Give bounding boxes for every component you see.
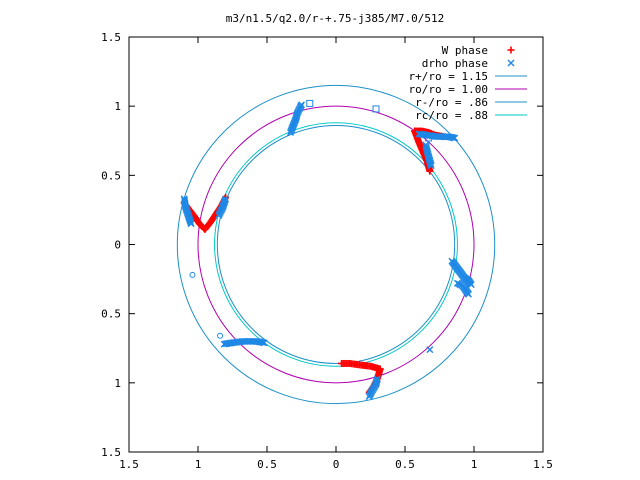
drho-phase-point-b: [451, 134, 459, 142]
drho-phase-point-b: [260, 339, 268, 347]
x-tick-label: 1.5: [533, 458, 553, 471]
reference-circle-rcro: [214, 122, 458, 367]
drho-phase-point: [260, 339, 268, 347]
drho-phase-point: [222, 195, 230, 203]
drho-phase-point: [373, 376, 381, 384]
drho-phase-point: [259, 338, 267, 346]
legend-label: rc/ro = .88: [415, 109, 488, 122]
drho-phase-point: [426, 346, 434, 354]
drho-phase-point: [298, 101, 305, 109]
reference-circle-rro: [176, 84, 496, 405]
drho-phase-point-b: [373, 376, 381, 384]
x-tick-label: 0: [333, 458, 340, 471]
legend-label: r-/ro = .86: [415, 96, 488, 109]
legend-label: drho phase: [422, 57, 488, 70]
drho-phase-point: [451, 134, 459, 142]
reference-circles: [176, 84, 496, 405]
legend-label: W phase: [442, 44, 488, 57]
w-phase-point: [426, 167, 434, 175]
x-tick-label: 1: [195, 458, 202, 471]
reference-circle-rro: [216, 125, 456, 364]
drho-phase-point: [427, 162, 435, 170]
drho-phase-point-b: [373, 375, 381, 383]
y-tick-label: 0.5: [101, 308, 121, 321]
drho-phase-circle-point: [189, 271, 196, 278]
y-tick-label: 1.5: [101, 446, 121, 459]
y-tick-label: 1: [114, 100, 121, 113]
drho-phase-point: [464, 290, 472, 298]
legend-swatch-drho-b: [507, 59, 515, 67]
drho-phase-square-point: [306, 99, 314, 107]
drho-phase-point-b: [426, 346, 434, 354]
drho-phase-point-b: [427, 162, 435, 170]
data-points: [180, 99, 475, 401]
y-tick-label: 1: [114, 377, 121, 390]
drho-phase-point: [449, 134, 457, 142]
drho-phase-point-b: [222, 195, 230, 203]
drho-phase-point-b: [449, 134, 457, 142]
drho-phase-point-b: [187, 220, 195, 228]
drho-phase-square-point: [372, 105, 380, 113]
legend-label: ro/ro = 1.00: [409, 83, 488, 96]
w-phase-point: [338, 359, 346, 367]
drho-phase-point-b: [259, 338, 267, 346]
x-tick-label: 0.5: [395, 458, 415, 471]
drho-phase-point-b: [467, 281, 475, 289]
drho-phase-circle-point: [217, 332, 224, 339]
drho-phase-point: [467, 281, 475, 289]
x-tick-label: 1.5: [119, 458, 139, 471]
chart-title: m3/n1.5/q2.0/r-+.75-j385/M7.0/512: [226, 12, 445, 25]
x-tick-label: 0.5: [257, 458, 277, 471]
drho-phase-point-b: [298, 101, 305, 109]
axis-ticks: 1.5 1 0.5 0 0.5 1 1.51.510.500.511.5: [101, 31, 553, 471]
drho-phase-point-b: [448, 133, 456, 141]
y-tick-label: 0: [114, 239, 121, 252]
drho-phase-point-b: [181, 202, 189, 210]
y-tick-label: 1.5: [101, 31, 121, 44]
drho-phase-square-point: [424, 134, 432, 142]
legend-label: r+/ro = 1.15: [409, 70, 488, 83]
x-tick-label: 1: [471, 458, 478, 471]
drho-phase-point: [373, 375, 381, 383]
drho-phase-point: [187, 220, 195, 228]
y-tick-label: 0.5: [101, 169, 121, 182]
drho-phase-point-b: [464, 290, 472, 298]
reference-circle-roro: [197, 105, 475, 384]
drho-phase-point-b: [257, 338, 265, 346]
